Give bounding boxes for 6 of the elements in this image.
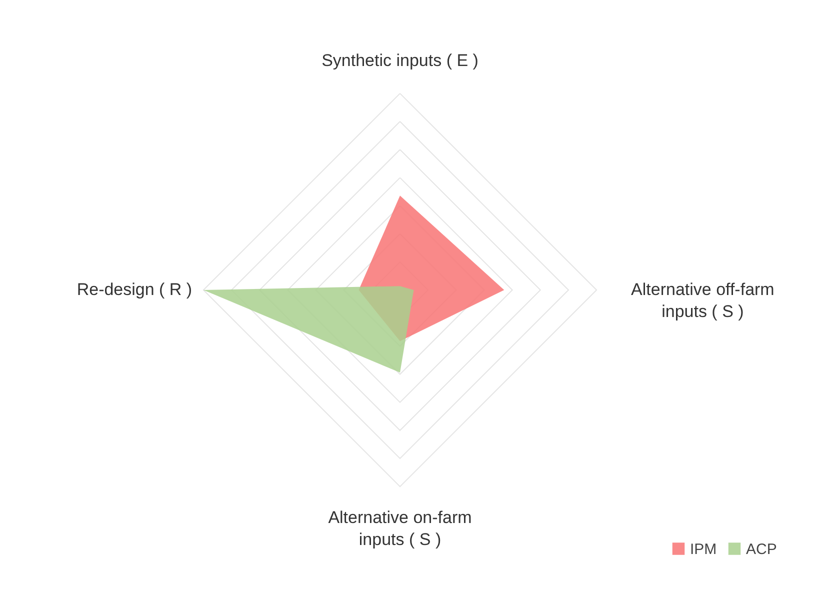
legend-label: IPM	[690, 540, 717, 558]
spoke-label: Alternative on-farm inputs ( S )	[328, 508, 472, 550]
legend-label: ACP	[746, 540, 777, 558]
spoke-label: Alternative off-farm inputs ( S )	[631, 280, 774, 321]
spoke-label: Synthetic inputs ( E )	[322, 50, 478, 70]
spoke-label: Re-design ( R )	[76, 280, 192, 299]
